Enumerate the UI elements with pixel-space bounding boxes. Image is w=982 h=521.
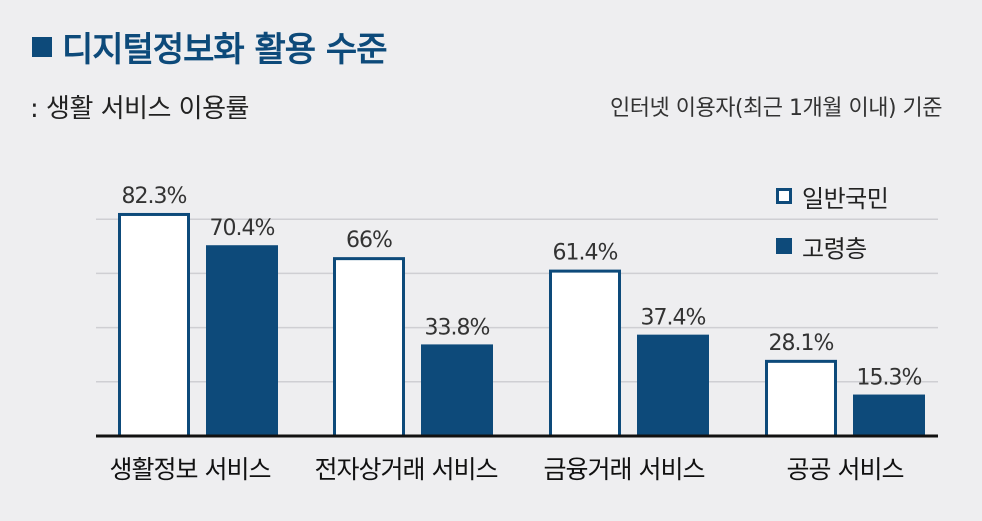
legend-item-elderly: 고령층 xyxy=(776,232,888,263)
category-label: 전자상거래 서비스 xyxy=(315,455,498,484)
data-label: 61.4% xyxy=(553,241,618,266)
bar-general xyxy=(549,269,621,438)
legend-item-general: 일반국민 xyxy=(776,182,889,213)
legend-swatch-elderly xyxy=(776,238,792,254)
data-label: 28.1% xyxy=(769,331,834,356)
category-label: 공공 서비스 xyxy=(787,455,904,484)
data-label: 33.8% xyxy=(425,315,490,340)
category-label: 금융거래 서비스 xyxy=(544,455,705,484)
basis-note: 인터넷 이용자(최근 1개월 이내) 기준 xyxy=(610,96,943,121)
bar-elderly xyxy=(853,394,925,436)
data-label: 82.3% xyxy=(122,184,187,209)
data-label: 37.4% xyxy=(641,306,706,331)
legend: 일반국민 고령층 xyxy=(776,182,889,282)
legend-label-elderly: 고령층 xyxy=(802,234,867,263)
legend-label-general: 일반국민 xyxy=(802,184,889,213)
chart-title-group: 디지털정보화 활용 수준 xyxy=(32,22,387,71)
bar-elderly xyxy=(206,245,278,436)
legend-swatch-general xyxy=(776,188,792,204)
chart-title: 디지털정보화 활용 수준 xyxy=(62,30,387,70)
data-label: 15.3% xyxy=(857,366,922,391)
category-label: 생활정보 서비스 xyxy=(110,455,271,484)
title-bullet-icon xyxy=(32,36,52,57)
chart-subtitle: : 생활 서비스 이용률 xyxy=(30,94,249,124)
data-label: 66% xyxy=(346,228,392,253)
bar-general xyxy=(765,359,837,438)
data-label: 70.4% xyxy=(210,216,275,241)
bar-general xyxy=(333,257,405,438)
bar-general xyxy=(118,212,190,438)
bar-elderly xyxy=(421,344,493,436)
bar-elderly xyxy=(637,334,709,436)
